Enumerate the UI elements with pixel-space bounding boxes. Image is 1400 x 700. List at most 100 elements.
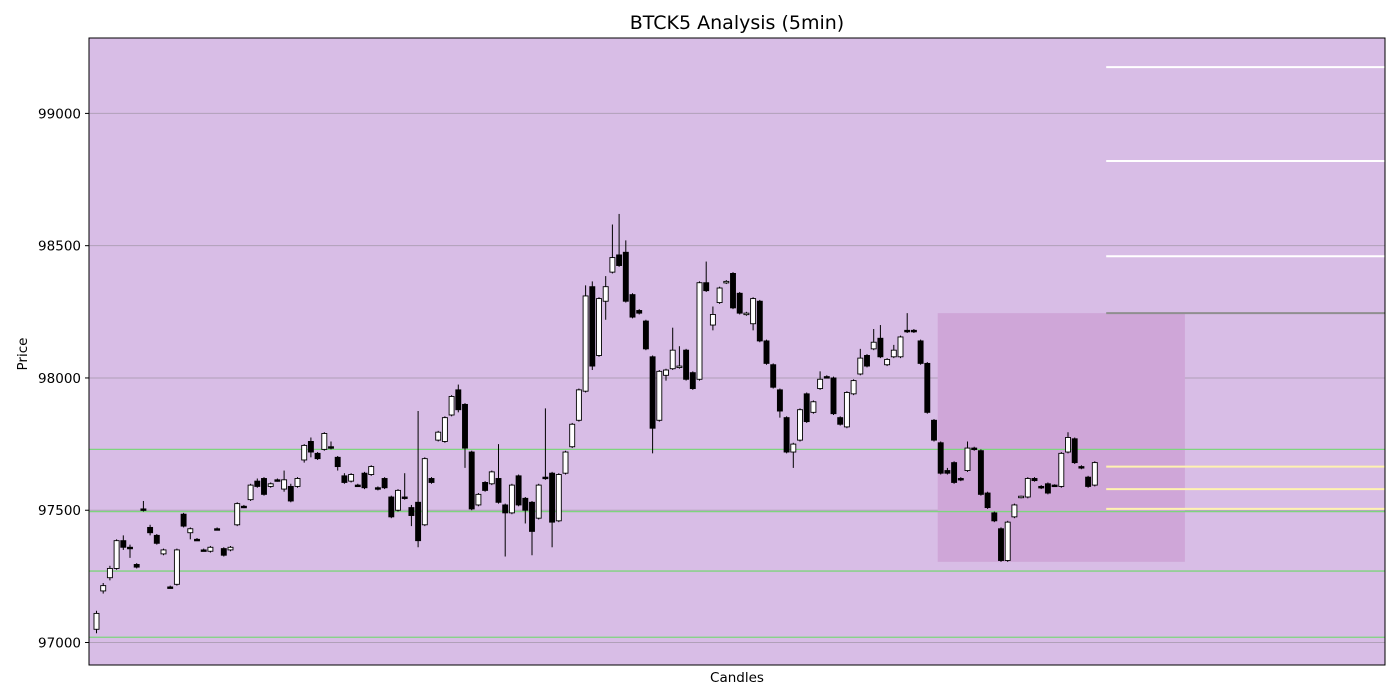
candle: [649, 355, 656, 454]
candle: [703, 261, 710, 292]
candle: [616, 213, 623, 267]
candle: [1051, 484, 1058, 488]
candle: [515, 474, 522, 507]
candle-body-down: [736, 292, 743, 314]
candle-body-down: [153, 534, 160, 544]
candle-body-up: [1091, 462, 1098, 486]
candle-body-down: [240, 505, 247, 509]
candle: [214, 527, 221, 531]
candle: [803, 392, 810, 423]
candle-body-down: [354, 484, 361, 488]
candle: [133, 563, 140, 569]
candle-body-up: [723, 280, 730, 284]
candle-body-down: [683, 349, 690, 380]
candle-body-down: [971, 447, 978, 451]
candle-body-down: [147, 526, 154, 534]
candle: [1044, 482, 1051, 495]
candle-body-up: [716, 287, 723, 304]
candle-body-up: [663, 369, 669, 376]
candle-body-down: [468, 451, 475, 510]
candle-body-down: [307, 440, 314, 453]
candle: [683, 348, 690, 381]
candle: [562, 450, 569, 475]
candle-body-down: [522, 497, 529, 511]
candle-body-up: [535, 484, 542, 519]
candle-body-up: [569, 423, 576, 448]
candle-body-up: [1065, 437, 1071, 453]
candle-body-up: [435, 431, 442, 441]
candle: [736, 291, 743, 315]
candle-body-down: [944, 470, 951, 474]
candle-body-up: [562, 451, 569, 474]
candle-body-down: [917, 340, 924, 364]
candle-body-up: [1024, 478, 1031, 498]
candle: [1058, 452, 1065, 488]
candle: [998, 527, 1004, 562]
candle: [783, 416, 790, 454]
candle: [864, 354, 870, 368]
candle: [1065, 432, 1071, 454]
candle: [120, 535, 127, 550]
candle-body-down: [388, 496, 395, 518]
candle-body-down: [629, 294, 636, 318]
candle: [957, 477, 964, 482]
candle-body-up: [93, 612, 100, 630]
candle: [468, 450, 475, 511]
candle: [240, 504, 247, 509]
candle-body-down: [341, 475, 348, 483]
candle: [991, 511, 998, 523]
candle: [408, 504, 415, 527]
candle: [374, 486, 381, 491]
candle-body-up: [247, 484, 254, 501]
candle-body-up: [448, 396, 455, 416]
candle: [100, 582, 107, 594]
candle-body-down: [549, 472, 556, 523]
candle-body-down: [1085, 476, 1092, 487]
candle-body-up: [508, 484, 515, 514]
candle: [931, 418, 937, 442]
candle-body-down: [462, 403, 468, 449]
candle: [743, 311, 750, 316]
candle: [750, 297, 757, 331]
candle-body-down: [542, 476, 549, 480]
candle: [1024, 477, 1031, 499]
plot-area: [88, 37, 1386, 666]
candle: [890, 344, 897, 359]
candle: [488, 470, 495, 486]
candle-body-down: [408, 507, 415, 516]
candle: [870, 329, 877, 351]
candle-body-down: [1031, 478, 1038, 482]
candle-body-up: [582, 295, 589, 392]
candle: [850, 379, 857, 396]
candle: [897, 335, 904, 359]
candle: [180, 512, 187, 528]
candle: [113, 539, 120, 570]
candle: [663, 368, 669, 381]
candle-body-down: [864, 355, 870, 367]
candle-body-down: [415, 501, 422, 542]
candle: [723, 280, 730, 285]
candle: [227, 545, 234, 552]
candle-body-down: [220, 548, 227, 556]
candle: [401, 473, 408, 500]
y-tick-label: 98000: [38, 371, 81, 387]
candle-body-down: [1044, 483, 1051, 494]
candle: [173, 548, 180, 586]
candle-body-up: [106, 567, 113, 579]
candle: [187, 527, 194, 540]
candle-body-down: [1051, 484, 1058, 488]
candle: [823, 375, 830, 379]
candle-body-up: [1011, 504, 1018, 518]
candle-body-up: [227, 546, 234, 551]
candle: [415, 411, 422, 548]
candle: [441, 416, 448, 443]
candle-body-down: [763, 340, 770, 364]
candle: [421, 457, 428, 527]
candle-body-down: [642, 320, 649, 350]
candle-body-up: [743, 312, 750, 316]
candle-body-up: [1018, 495, 1025, 499]
candle-body-down: [689, 372, 696, 389]
y-tick-label: 97500: [38, 503, 81, 519]
candle-body-down: [374, 487, 381, 490]
candle: [462, 403, 468, 468]
